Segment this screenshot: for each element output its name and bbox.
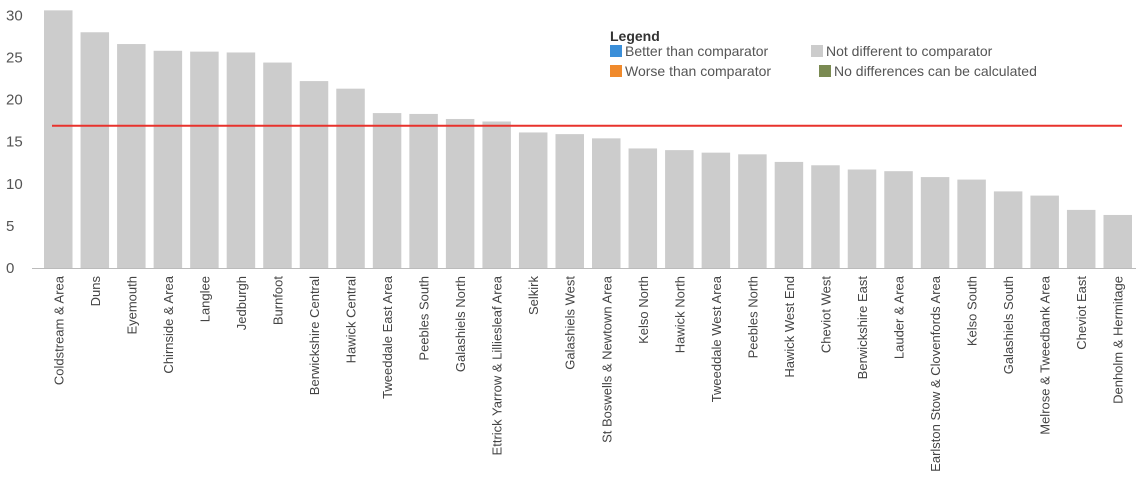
bars <box>44 10 1132 269</box>
bar <box>372 113 402 269</box>
legend: Legend Better than comparator Not differe… <box>610 28 1037 79</box>
x-tick-label: Melrose & Tweedbank Area <box>1038 275 1053 435</box>
x-tick-label: Lauder & Area <box>892 275 907 359</box>
bar <box>80 32 110 269</box>
bar <box>920 177 950 268</box>
y-tick-label: 15 <box>6 134 23 151</box>
bar <box>190 51 219 268</box>
bar <box>299 81 329 268</box>
x-tick-label: Peebles North <box>745 276 760 358</box>
y-tick-label: 10 <box>6 176 23 193</box>
bar <box>555 134 584 268</box>
bar <box>263 62 292 268</box>
bar <box>482 121 511 268</box>
bar <box>738 154 767 268</box>
x-tick-label: Eyemouth <box>124 276 139 335</box>
bar <box>701 152 731 268</box>
bar <box>774 161 804 268</box>
legend-label: No differences can be calculated <box>834 63 1037 79</box>
x-tick-label: Hawick Central <box>344 276 359 364</box>
x-tick-label: Hawick North <box>672 276 687 353</box>
x-tick-label: Galashiels North <box>453 276 468 372</box>
bar <box>409 113 438 268</box>
x-tick-label: Cheviot East <box>1074 276 1089 350</box>
y-tick-label: 0 <box>6 260 14 277</box>
x-tick-label: Jedburgh <box>234 276 249 330</box>
x-tick-label: St Boswells & Newtown Area <box>599 275 614 443</box>
x-tick-label: Langlee <box>197 276 212 322</box>
x-tick-label: Tweeddale West Area <box>709 275 724 402</box>
x-tick-label: Duns <box>88 276 103 307</box>
bar <box>226 52 256 269</box>
x-tick-label: Galashiels West <box>563 276 578 370</box>
legend-swatch <box>610 45 622 57</box>
y-tick-label: 30 <box>6 7 23 24</box>
legend-label: Better than comparator <box>625 43 769 59</box>
x-tick-label: Berwickshire East <box>855 276 870 380</box>
x-tick-label: Ettrick Yarrow & Lilliesleaf Area <box>490 275 505 455</box>
legend-label: Not different to comparator <box>826 43 993 59</box>
bar <box>993 191 1023 268</box>
y-tick-label: 25 <box>6 50 23 67</box>
bar <box>884 171 913 268</box>
bar <box>592 138 621 268</box>
x-tick-label: Selkirk <box>526 276 541 316</box>
bar <box>153 50 183 269</box>
x-tick-label: Berwickshire Central <box>307 276 322 395</box>
x-tick-label: Chirnside & Area <box>161 275 176 373</box>
legend-title: Legend <box>610 28 660 44</box>
bar <box>847 169 877 268</box>
x-axis-labels: Coldstream & Area Duns Eyemouth Chirnside &… <box>51 275 1125 472</box>
legend-swatch <box>811 45 823 57</box>
legend-entries: Better than comparator Not different to c… <box>610 43 1037 79</box>
x-tick-label: Tweeddale East Area <box>380 275 395 399</box>
legend-swatch <box>819 65 831 77</box>
bar <box>445 118 475 268</box>
x-tick-label: Cheviot West <box>818 276 833 353</box>
x-tick-label: Coldstream & Area <box>51 275 66 385</box>
x-tick-label: Burnfoot <box>270 276 285 326</box>
bar <box>628 148 658 268</box>
bar <box>518 132 548 268</box>
y-tick-label: 20 <box>6 92 23 109</box>
bar <box>665 150 694 268</box>
x-tick-label: Peebles South <box>417 276 432 361</box>
legend-label: Worse than comparator <box>625 63 771 79</box>
x-tick-label: Kelso North <box>636 276 651 344</box>
bar <box>811 165 840 268</box>
bar <box>336 88 365 268</box>
x-tick-label: Earlston Stow & Clovenfords Area <box>928 275 943 472</box>
bar <box>1103 214 1132 268</box>
x-tick-label: Hawick West End <box>782 276 797 378</box>
y-tick-label: 5 <box>6 218 14 235</box>
y-axis-ticks: 0 5 10 15 20 25 30 <box>6 7 23 277</box>
x-tick-label: Kelso South <box>965 276 980 346</box>
bar <box>1030 195 1059 268</box>
bar <box>117 44 146 268</box>
x-tick-label: Galashiels South <box>1001 276 1016 374</box>
legend-swatch <box>610 65 622 77</box>
bar <box>44 10 73 269</box>
bar <box>1066 209 1096 268</box>
bar <box>957 179 986 268</box>
x-tick-label: Denholm & Hermitage <box>1111 276 1126 404</box>
